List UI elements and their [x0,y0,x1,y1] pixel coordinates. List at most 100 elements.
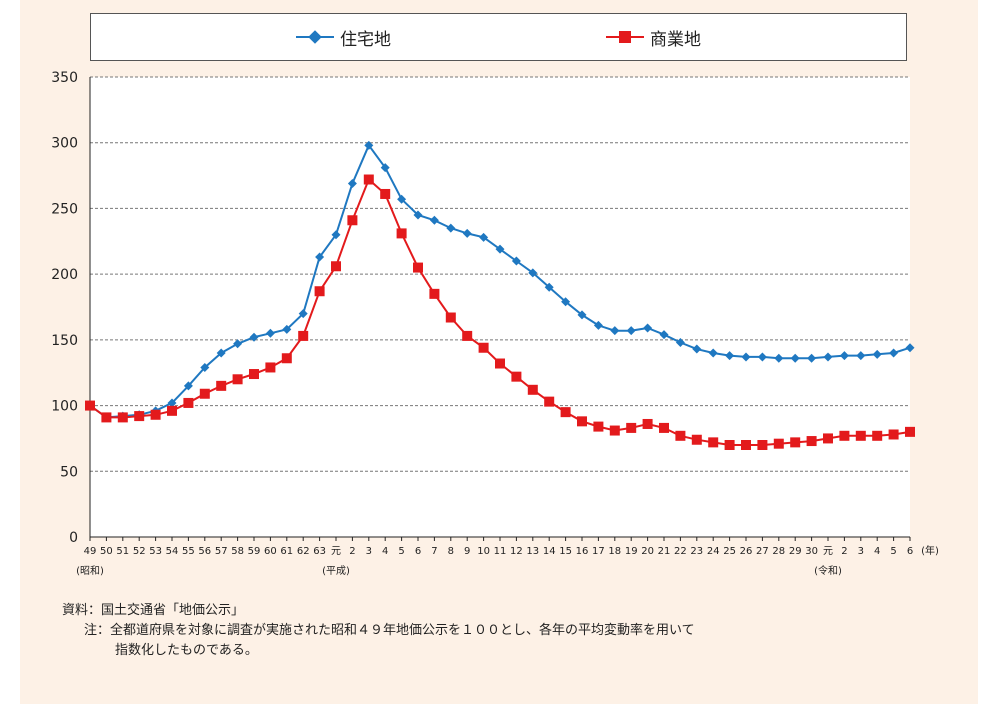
x-tick-label: 4 [382,546,388,557]
data-point-residential [331,230,341,240]
data-point-residential [790,353,800,363]
data-point-commercial [199,388,210,399]
grid-lines [89,76,910,538]
x-tick-label: 6 [415,546,421,557]
legend-line-residential [296,30,334,44]
x-tick-label: 5 [398,546,404,557]
x-tick-label: 21 [658,546,671,557]
x-tick-label: 8 [448,546,454,557]
y-tick-label: 50 [60,464,78,480]
data-point-commercial [298,330,309,341]
data-point-residential [183,381,193,391]
data-point-commercial [281,353,292,364]
data-point-residential [725,351,735,361]
y-tick-label: 200 [51,267,78,283]
data-point-residential [315,252,325,262]
x-tick-label: 26 [740,546,753,557]
data-point-residential [692,344,702,354]
data-point-residential [610,326,620,336]
data-point-commercial [609,425,620,436]
data-point-commercial [495,358,505,369]
data-point-residential [413,210,423,220]
data-point-residential [544,282,554,292]
x-tick-label: 19 [625,546,638,557]
x-tick-label: 20 [641,546,654,557]
diamond-marker-icon [308,30,322,44]
data-point-commercial [560,407,571,418]
y-tick-label: 250 [51,201,78,217]
x-tick-label: 29 [789,546,802,557]
legend-label-residential: 住宅地 [340,29,391,50]
y-axis-ticks: 0 50 100 150 200 250 300 350 [51,70,78,546]
x-tick-label: 元 [823,546,833,557]
data-point-commercial [905,426,915,437]
plot-series [85,140,915,450]
data-point-commercial [380,188,391,199]
data-point-residential [233,339,243,349]
data-point-residential [856,351,866,361]
data-point-residential [347,178,357,188]
footnote-line-2: 指数化したものである。 [115,643,258,658]
data-point-residential [397,194,407,204]
y-tick-label: 100 [51,399,78,415]
data-point-commercial [527,384,538,395]
data-point-commercial [396,228,407,239]
x-tick-label: 11 [494,546,507,557]
data-point-commercial [413,262,423,273]
data-point-residential [839,351,849,361]
x-tick-label: 55 [182,546,195,557]
legend-item-residential: 住宅地 [296,14,391,60]
x-tick-label: 2 [349,546,355,557]
data-point-residential [167,398,177,408]
data-point-commercial [134,411,145,422]
data-point-commercial [445,312,456,323]
data-point-residential [889,348,899,358]
x-tick-label: 15 [559,546,572,557]
x-tick-label: 25 [723,546,736,557]
x-tick-label: 16 [576,546,589,557]
x-tick-label: 53 [149,546,162,557]
data-point-commercial [314,286,325,297]
data-point-residential [675,337,685,347]
data-point-residential [282,324,292,334]
data-point-commercial [691,434,702,445]
data-point-residential [774,353,784,363]
data-point-commercial [167,405,177,416]
data-point-residential [200,362,210,372]
data-point-commercial [249,369,259,380]
data-point-commercial [593,421,604,432]
data-point-commercial [757,440,768,450]
data-point-commercial [708,437,719,448]
data-point-residential [429,215,439,225]
y-tick-label: 300 [51,136,78,152]
data-point-commercial [429,288,440,299]
era-label: (昭和) [76,565,104,577]
data-point-commercial [150,409,161,420]
data-point-residential [364,140,374,150]
source-note: 資料：国土交通省「地価公示」 [62,603,245,618]
data-point-residential [216,348,226,358]
x-tick-label: 9 [464,546,470,557]
x-tick-label: 24 [707,546,720,557]
data-point-residential [593,320,603,330]
x-tick-label: 13 [526,546,539,557]
data-point-residential [905,343,915,353]
data-point-residential [249,332,259,342]
plot-area [90,77,910,537]
x-tick-label: 30 [805,546,818,557]
x-tick-label: 18 [608,546,621,557]
x-tick-label: 22 [674,546,687,557]
data-point-commercial [347,215,358,226]
data-point-commercial [511,371,522,382]
data-point-commercial [790,437,801,448]
footnote-line-1: 注：全都道府県を対象に調査が実施された昭和４９年地価公示を１００とし、各年の平均… [84,623,695,638]
legend: 住宅地 商業地 [90,13,907,61]
x-tick-label: 2 [841,546,847,557]
square-marker-icon [619,31,631,43]
data-point-commercial [265,362,276,373]
x-tick-label: 3 [858,546,864,557]
data-point-commercial [839,430,850,441]
data-point-residential [757,352,767,362]
x-tick-label: 49 [84,546,97,557]
x-tick-label: 23 [690,546,703,557]
